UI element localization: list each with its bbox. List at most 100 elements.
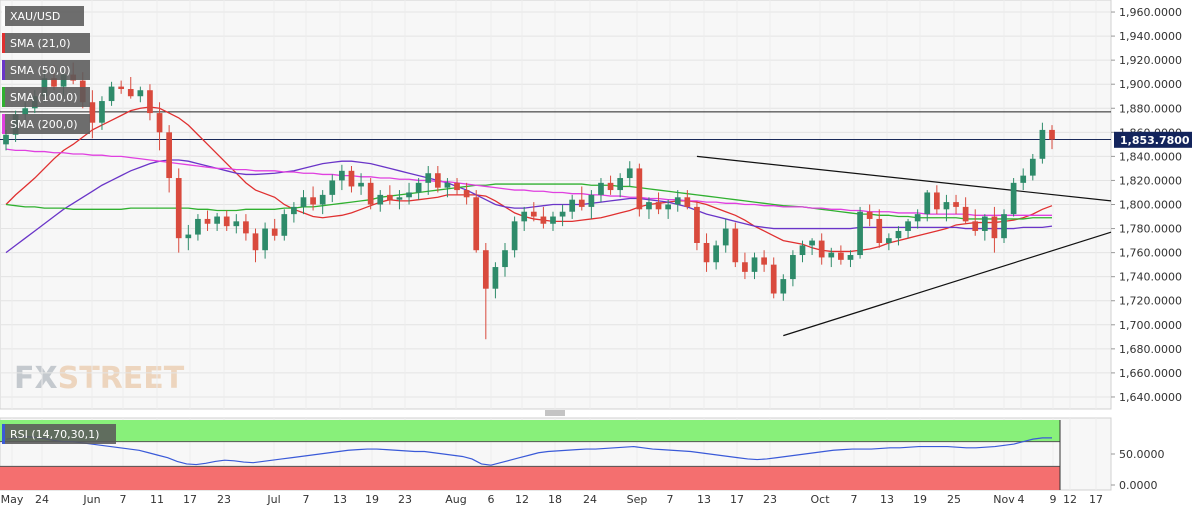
legend-box [2,114,90,134]
legend-item[interactable]: SMA (21,0) [2,33,90,53]
candle-body [396,197,403,200]
legend-swatch [2,114,5,134]
candle-body [550,216,556,224]
candle [434,166,441,193]
y-tick-label: 1,780.0000 [1119,223,1182,236]
candle [502,242,508,277]
candle-body [1029,158,1036,176]
last-price-badge [1114,131,1192,148]
candle-body [454,182,460,191]
candle [857,206,863,259]
candle [780,274,787,301]
candle [876,209,883,248]
candle [530,202,537,222]
candle [511,216,518,258]
candle [828,247,835,268]
candle-body [943,202,950,210]
candle [425,166,432,195]
candle [377,190,384,212]
candle [195,214,201,241]
candle-body [358,182,364,187]
trend-line [696,155,1112,202]
candle [147,84,153,121]
candle [482,242,489,340]
sma-line [5,148,1052,216]
rsi-y-tick-label: 50.0000 [1119,448,1165,461]
pane-separator-handle [545,410,565,416]
x-tick-label: 7 [303,493,310,506]
rsi-legend[interactable]: RSI (14,70,30,1) [2,424,116,444]
candle-body [463,190,470,198]
candle [1039,122,1046,164]
candle-body [914,214,921,222]
y-tick-label: 1,760.0000 [1119,247,1182,260]
legend-label: XAU/USD [10,10,60,23]
candle [118,80,125,94]
legend-item[interactable]: SMA (200,0) [2,114,90,134]
candle-body [425,173,432,183]
candle [886,233,892,251]
y-tick-label: 1,700.0000 [1119,319,1182,332]
x-tick-label: Jun [82,493,100,506]
x-tick-label: Sep [627,493,648,506]
candle-body [713,245,719,263]
candle [233,214,240,234]
candle [415,178,422,200]
candle [818,233,825,265]
legend-swatch [2,33,5,53]
candle-body [540,216,547,224]
legend-item[interactable]: SMA (100,0) [2,87,90,107]
candle [454,178,460,195]
candle-body [626,168,633,179]
candle-body [876,218,883,243]
candle-body [434,173,441,188]
candle [799,240,806,263]
x-tick-label: 11 [150,493,164,506]
candle-body [22,108,29,115]
candle-body [1020,175,1027,183]
candle-body [722,228,729,246]
candle [636,163,643,217]
x-tick-label: May [1,493,24,506]
legend-item[interactable]: SMA (50,0) [2,60,90,80]
candle [358,173,364,195]
candle [444,178,451,198]
candle-body [511,221,518,251]
candle [694,202,700,251]
candle-body [655,202,662,210]
candle [1020,168,1027,191]
candle-body [790,255,796,280]
x-tick-label: 17 [183,493,197,506]
candle [578,186,585,211]
candle-body [175,178,182,239]
candle [550,211,556,231]
x-tick-label: Nov [993,493,1015,506]
candle-body [761,257,767,265]
candle-body [406,192,412,198]
candle [387,185,393,205]
candle-body [3,134,9,145]
candle [588,190,595,219]
candle [137,86,144,103]
candle-body [684,197,691,207]
x-tick-label: 4 [1018,493,1025,506]
candle [99,96,105,130]
x-tick-label: 13 [333,493,347,506]
candle [924,190,931,222]
candle-body [607,182,614,191]
legend-swatch [2,60,5,80]
candle [905,218,911,239]
legend-item[interactable]: XAU/USD [2,6,84,26]
candle [166,125,172,193]
candle [1001,209,1007,243]
candle-body [895,230,902,239]
y-tick-label: 1,880.0000 [1119,102,1182,115]
candle [367,178,374,210]
candle-body [828,252,835,258]
candle [761,250,767,272]
candle-body [588,194,595,207]
rsi-oversold-zone [0,466,1060,490]
candle-body [905,221,911,231]
